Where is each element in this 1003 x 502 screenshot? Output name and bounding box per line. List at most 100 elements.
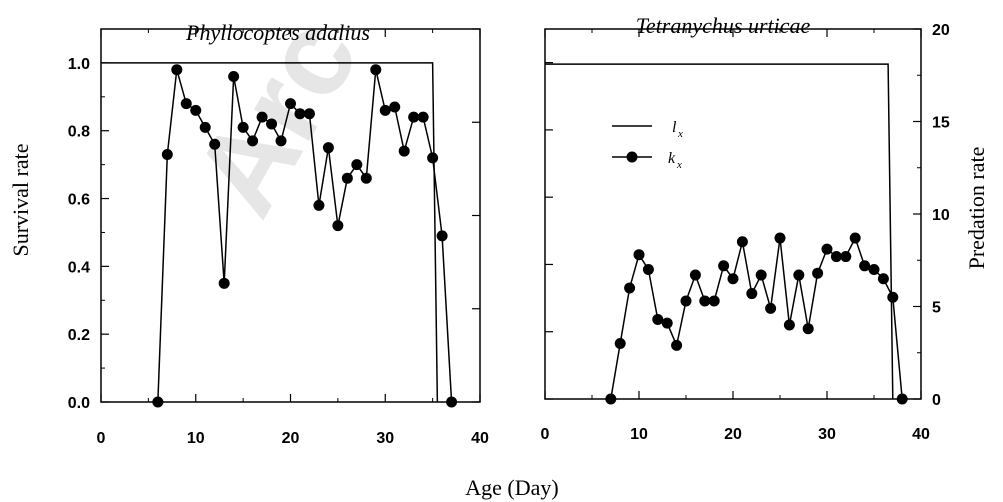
right-kx-point [859,260,871,272]
left-kx-point [199,121,211,133]
legend-kx-label: k [668,150,676,167]
legend-kx-subscript: x [676,159,682,171]
right-kx-point [802,323,814,335]
right-x-tick-label: 30 [818,426,836,443]
right-y-tick-label: 10 [932,207,950,224]
left-kx-point [332,220,344,232]
left-kx-point [285,98,296,110]
right-kx-point [624,282,636,294]
right-kx-point [887,291,899,303]
left-x-tick-label: 30 [376,430,394,447]
right-lx-line [545,63,894,400]
right-y-tick-label: 0 [932,392,941,409]
right-kx-point [765,302,777,314]
left-y-tick-label: 0.2 [68,327,90,344]
left-kx-point [313,199,325,211]
right-kx-point [652,313,664,325]
right-x-tick-label: 40 [912,426,930,443]
left-kx-point [256,111,268,123]
right-kx-point [755,269,767,281]
right-kx-point [718,260,730,272]
right-kx-point [633,249,645,261]
left-x-tick-label: 10 [187,430,205,447]
left-kx-point [180,98,192,110]
left-kx-point [266,118,278,130]
legend-lx-label: l [672,119,677,136]
left-kx-point [389,101,401,113]
right-y-tick-label: 15 [932,115,950,132]
right-y-tick-label: 20 [932,22,950,39]
left-kx-point [190,104,202,116]
right-kx-point [830,251,842,263]
right-kx-point [661,317,673,329]
x-axis-title: Age (Day) [465,475,558,500]
right-kx-point [708,295,720,307]
right-y-axis-title: Predation rate [964,147,989,270]
right-y-tick-label: 5 [932,300,941,317]
left-x-tick-label: 40 [471,430,489,447]
legend-lx-subscript: x [677,128,683,140]
left-x-tick-label: 20 [282,430,300,447]
left-y-tick-label: 0.0 [68,395,90,412]
left-y-axis-title: Survival rate [8,143,33,256]
right-kx-point [746,288,758,300]
left-kx-point [228,70,240,82]
right-kx-point [680,295,692,307]
right-kx-point [840,251,852,263]
left-kx-point [237,121,249,133]
left-y-tick-label: 0.4 [68,259,90,276]
right-kx-point [849,232,861,244]
right-kx-point [614,338,626,349]
right-kx-point [699,295,711,307]
left-kx-point [446,396,458,408]
right-kx-point [671,339,683,351]
left-kx-point [370,64,382,76]
left-kx-point [247,135,259,147]
left-kx-point [152,396,164,408]
left-y-tick-label: 0.6 [68,192,90,209]
left-y-tick-label: 0.8 [68,124,90,141]
left-kx-point [379,104,391,116]
left-lx-line [101,62,439,403]
left-kx-point [341,172,353,184]
left-chart-panel: 0 10 20 30 40 0.0 0.2 0.4 0.6 0.8 1.0 Phyllocoptes … [68,20,489,447]
right-x-tick-label: 20 [724,426,742,443]
left-kx-point [303,108,315,120]
right-kx-point [877,273,889,285]
right-kx-point [793,269,805,281]
right-plot-frame [544,28,922,400]
left-kx-point [218,277,230,289]
right-x-tick-label: 10 [630,426,648,443]
right-x-tick-label: 0 [541,426,550,443]
left-x-tick-label: 0 [97,430,106,447]
right-kx-point [812,267,824,279]
left-kx-point [275,135,287,147]
right-kx-point [868,264,880,275]
left-kx-point [322,142,334,154]
right-kx-point [896,393,908,405]
left-kx-point [427,152,439,164]
right-kx-point [736,236,748,248]
right-kx-point [689,269,701,281]
right-kx-point [727,273,739,285]
right-kx-point [783,319,795,331]
left-kx-point [171,64,183,76]
right-kx-point [821,243,833,255]
right-kx-point [605,393,617,405]
left-kx-point [360,172,372,184]
left-kx-point [398,145,410,157]
right-kx-point [774,232,786,244]
left-kx-point [294,108,306,120]
left-kx-point [161,148,173,160]
left-kx-point [436,230,448,242]
left-kx-point [209,138,221,150]
left-kx-point [408,111,420,123]
right-kx-point [642,264,654,275]
legend-kx-marker [626,151,638,163]
left-kx-point [351,159,363,171]
left-chart-title: Phyllocoptes adalius [185,20,370,45]
left-y-tick-label: 1.0 [68,56,90,73]
right-chart-title: Tetranychus urticae [636,13,811,38]
